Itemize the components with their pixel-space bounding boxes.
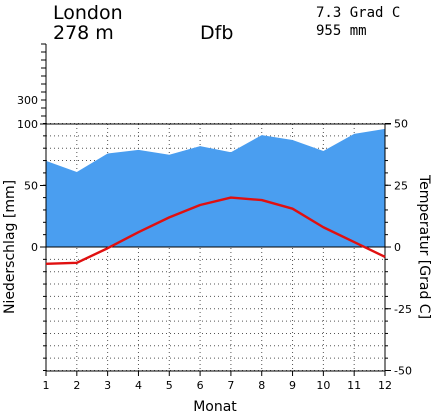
x-tick-label: 2 xyxy=(73,379,80,392)
y-right-tick-label: 50 xyxy=(394,118,408,131)
station-elevation: 278 m xyxy=(53,22,114,44)
mean-temperature: 7.3 Grad C xyxy=(316,5,400,21)
y-axis-right-label: Temperatur [Grad C] xyxy=(416,174,432,319)
x-tick-label: 1 xyxy=(43,379,50,392)
temperature-line xyxy=(45,196,386,265)
y-left-tick-label: 100 xyxy=(17,118,38,131)
x-tick-label: 8 xyxy=(258,379,265,392)
precipitation-area xyxy=(46,128,385,247)
temperature-line-layer xyxy=(45,196,386,265)
x-tick-label: 7 xyxy=(227,379,234,392)
x-tick-label: 10 xyxy=(316,379,330,392)
x-axis-label: Monat xyxy=(193,399,237,415)
x-tick-label: 9 xyxy=(289,379,296,392)
y-right-tick-label: -50 xyxy=(394,365,412,378)
y-left-tick-label: 50 xyxy=(24,180,38,193)
x-tick-label: 3 xyxy=(104,379,111,392)
x-tick-label: 6 xyxy=(197,379,204,392)
climate-class: Dfb xyxy=(200,22,233,44)
precipitation-area-layer xyxy=(45,128,386,247)
x-tick-label: 5 xyxy=(166,379,173,392)
y-axis-left-label: Niederschlag [mm] xyxy=(2,180,18,314)
annual-precipitation: 955 mm xyxy=(316,23,367,39)
y-left-tick-label: 0 xyxy=(31,241,38,254)
x-tick-label: 11 xyxy=(347,379,361,392)
y-right-tick-label: 25 xyxy=(394,179,408,192)
station-name: London xyxy=(53,2,123,24)
axes-layer xyxy=(40,43,391,376)
y-right-tick-label: 0 xyxy=(394,241,401,254)
x-tick-label: 12 xyxy=(378,379,392,392)
y-left-extension-label: 300 xyxy=(17,94,38,107)
x-tick-label: 4 xyxy=(135,379,142,392)
y-right-tick-label: -25 xyxy=(394,303,412,316)
